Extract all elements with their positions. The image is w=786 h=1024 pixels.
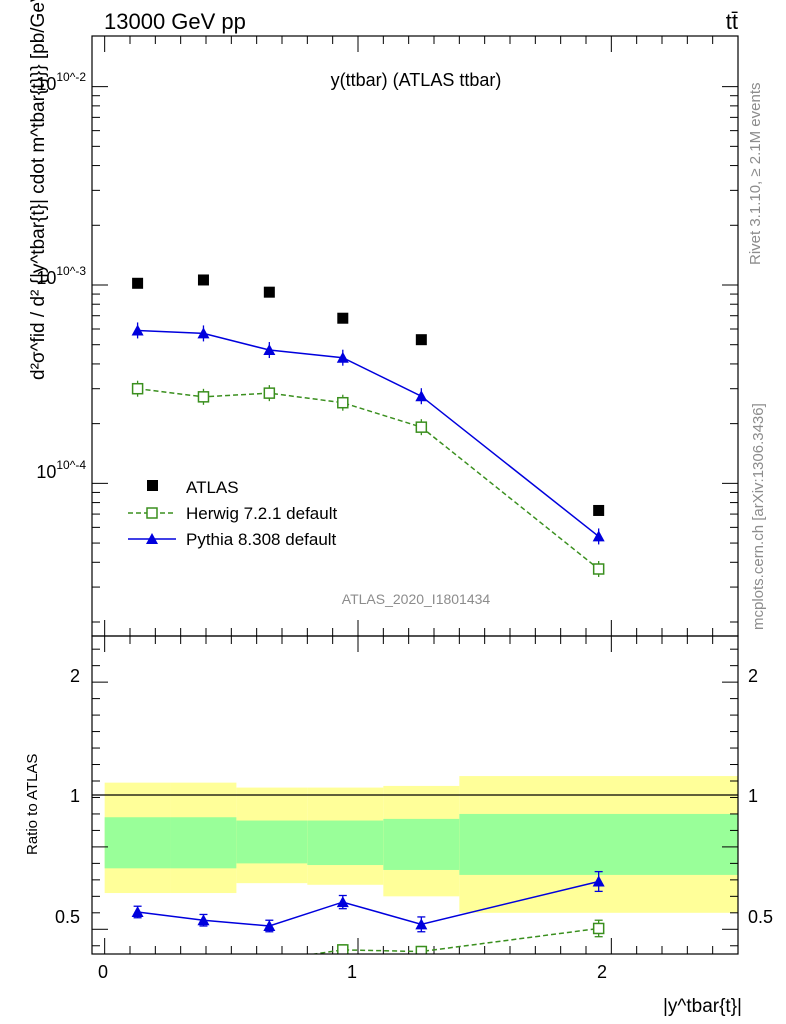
main-series-layer xyxy=(131,274,605,578)
herwig-data-point xyxy=(592,563,605,575)
ratio-ytick-2-right: 2 xyxy=(748,666,758,686)
legend-pythia-label: Pythia 8.308 default xyxy=(186,530,337,549)
energy-label: 13000 GeV pp xyxy=(104,9,246,34)
pythia-data-point xyxy=(197,327,210,339)
herwig-data-point xyxy=(197,391,210,403)
herwig-data-point xyxy=(337,396,349,409)
ratio-inner-band xyxy=(170,817,237,869)
ratio-pythia-point xyxy=(336,896,349,908)
ratio-ytick-05-right: 0.5 xyxy=(748,907,773,927)
ratio-series-layer xyxy=(131,870,605,974)
xlabel: |y^tbar{t}| xyxy=(663,996,742,1017)
herwig-data-point xyxy=(263,387,276,399)
ytick-label-1e-2-exp: 10^-2 xyxy=(56,70,86,84)
ratio-pythia-point xyxy=(415,918,428,930)
atlas-data-point xyxy=(132,277,144,289)
pythia-data-point xyxy=(336,351,349,363)
xtick-2: 2 xyxy=(597,962,607,982)
analysis-label: ATLAS_2020_I1801434 xyxy=(342,591,491,607)
mcplots-label: mcplots.cern.ch [arXiv:1306.3436] xyxy=(750,403,767,630)
atlas-data-point xyxy=(197,274,209,286)
atlas-data-point xyxy=(337,312,349,324)
ratio-inner-band xyxy=(104,817,171,869)
herwig-data-point xyxy=(131,382,144,395)
ratio-herwig-point xyxy=(264,956,274,966)
ratio-axis-ticks xyxy=(92,636,739,954)
ratio-panel: 2 1 0.5 2 1 0.5 0 1 2 Ratio to ATLAS |y^… xyxy=(24,635,773,1017)
ratio-ylabel: Ratio to ATLAS xyxy=(24,754,41,855)
ratio-pythia-point xyxy=(263,919,276,931)
pythia-data-point xyxy=(415,390,428,402)
legend-atlas-label: ATLAS xyxy=(186,478,239,497)
ratio-ytick-2-left: 2 xyxy=(70,666,80,686)
ratio-inner-band xyxy=(459,813,738,875)
ratio-pythia-point xyxy=(197,914,210,926)
rivet-version-label: Rivet 3.1.10, ≥ 2.1M events xyxy=(747,83,764,266)
xtick-0: 0 xyxy=(98,962,108,982)
ratio-pythia-point xyxy=(131,905,144,917)
ratio-ytick-1-left: 1 xyxy=(70,786,80,806)
ratio-herwig-point xyxy=(337,944,349,954)
ratio-clip-group xyxy=(131,870,605,974)
ratio-inner-band xyxy=(307,820,384,866)
ratio-herwig-point xyxy=(133,959,143,969)
process-label: tt̄ xyxy=(726,9,738,34)
legend-atlas-marker xyxy=(147,480,158,491)
pythia-line xyxy=(137,329,600,538)
main-axis-ticks xyxy=(92,36,739,636)
atlas-data-point xyxy=(263,286,275,298)
ratio-bands xyxy=(104,776,738,913)
ratio-herwig-point xyxy=(415,945,428,954)
pythia-data-point xyxy=(592,530,605,542)
main-ylabel: d²σ^fid / d² {|y^tbar{t}| cdot m^tbar{t}… xyxy=(28,0,49,380)
ratio-frame xyxy=(91,635,739,955)
ratio-herwig-point xyxy=(198,964,208,974)
legend-pythia-marker xyxy=(146,533,158,544)
ratio-herwig-point xyxy=(592,922,605,935)
xtick-1: 1 xyxy=(347,962,357,982)
pythia-data-point xyxy=(131,324,144,336)
ratio-ytick-05-left: 0.5 xyxy=(55,907,80,927)
main-panel: 1010^-2 1010^-3 1010^-4 y(ttbar) (ATLAS … xyxy=(28,0,739,637)
ratio-inner-band xyxy=(383,818,460,870)
ratio-herwig-line xyxy=(309,927,599,954)
herwig-line xyxy=(137,387,600,570)
ytick-label-1e-4: 1010^-4 xyxy=(36,458,86,482)
legend: ATLAS Herwig 7.2.1 default Pythia 8.308 … xyxy=(128,478,337,549)
pythia-data-point xyxy=(263,344,276,356)
plot-title: y(ttbar) (ATLAS ttbar) xyxy=(331,70,502,90)
ratio-pythia-line xyxy=(137,880,599,927)
legend-herwig-marker xyxy=(146,507,158,519)
ytick-label-1e-3-exp: 10^-3 xyxy=(56,264,86,278)
atlas-data-point xyxy=(593,504,605,516)
ratio-ytick-1-right: 1 xyxy=(748,786,758,806)
ratio-pythia-point xyxy=(592,875,605,887)
ytick-label-1e-4-exp: 10^-4 xyxy=(56,458,86,472)
atlas-data-point xyxy=(415,334,427,346)
ratio-inner-band xyxy=(236,820,308,864)
herwig-data-point xyxy=(415,421,428,433)
legend-herwig-label: Herwig 7.2.1 default xyxy=(186,504,337,523)
